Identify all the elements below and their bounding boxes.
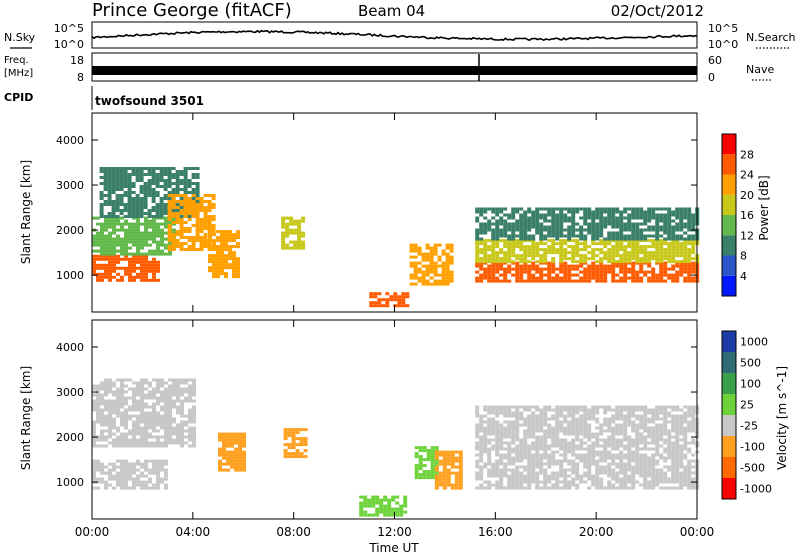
power-region — [409, 243, 454, 286]
velocity-colorbar: 1000 500 100 25 -25 -100 -500 -1000 — [721, 330, 772, 500]
velocity-colorbar-tick: 100 — [740, 378, 761, 391]
velocity-ytick-label: 4000 — [56, 341, 84, 354]
time-tick-label: 08:00 — [276, 525, 311, 539]
power-colorbar: 4 8 12 16 20 24 28 — [721, 133, 754, 297]
velocity-heatmap — [92, 378, 700, 517]
velocity-colorbar-segment — [722, 373, 736, 394]
power-colorbar-segment — [722, 134, 736, 155]
power-region — [475, 239, 700, 264]
time-tick-label: 04:00 — [176, 525, 211, 539]
velocity-colorbar-tick: 1000 — [740, 336, 768, 349]
freq-unit-label: [MHz] — [4, 68, 33, 79]
noise-tick-bottom: 10^0 — [54, 38, 84, 51]
power-region — [281, 216, 306, 250]
velocity-colorbar-segment — [722, 457, 736, 478]
nave-tick-bottom: 0 — [708, 71, 715, 84]
power-region — [369, 292, 410, 308]
velocity-region — [218, 432, 246, 472]
velocity-ytick-label: 3000 — [56, 386, 84, 399]
power-ylabel: Slant Range [km] — [19, 160, 33, 264]
time-tick-label: 16:00 — [478, 525, 513, 539]
power-colorbar-segment — [722, 154, 736, 175]
velocity-ytick-label: 2000 — [56, 431, 84, 444]
power-region — [92, 254, 160, 282]
power-ytick-label: 3000 — [56, 179, 84, 192]
station-title: Prince George (fitACF) — [92, 0, 292, 21]
power-colorbar-tick: 16 — [740, 209, 754, 222]
power-ytick-label: 4000 — [56, 134, 84, 147]
nsearch-label: N.Search — [746, 31, 796, 44]
power-colorbar-tick: 12 — [740, 229, 754, 242]
power-region — [92, 216, 176, 256]
noise-tick-top: 10^5 — [54, 22, 84, 35]
velocity-colorbar-tick: 25 — [740, 399, 754, 412]
velocity-colorbar-segment — [722, 436, 736, 457]
velocity-colorbar-tick: -500 — [740, 462, 765, 475]
date-title: 02/Oct/2012 — [611, 2, 704, 20]
freq-label: Freq. — [4, 55, 29, 66]
velocity-colorbar-tick: 500 — [740, 357, 761, 370]
velocity-colorbar-segment — [722, 415, 736, 436]
cpid-panel: CPID twofsound 3501 — [4, 86, 204, 110]
time-tick-label: 12:00 — [377, 525, 412, 539]
time-xlabel: Time UT — [368, 541, 419, 554]
time-tick-label: 00:00 — [680, 525, 715, 539]
noise-tick-top-right: 10^5 — [708, 22, 738, 35]
power-colorbar-tick: 24 — [740, 169, 754, 182]
nsky-label: N.Sky — [4, 31, 36, 44]
freq-tick-bottom: 8 — [77, 71, 84, 84]
cpid-value: twofsound 3501 — [95, 94, 204, 108]
time-tick-label: 00:00 — [75, 525, 110, 539]
velocity-colorbar-tick: -1000 — [740, 483, 772, 496]
noise-tick-bottom-right: 10^0 — [708, 38, 738, 51]
velocity-ylabel: Slant Range [km] — [19, 366, 33, 470]
power-ytick-label: 1000 — [56, 269, 84, 282]
power-colorbar-segment — [722, 215, 736, 236]
power-colorbar-tick: 8 — [740, 250, 747, 263]
noise-trace — [91, 29, 698, 42]
power-colorbar-tick: 28 — [740, 148, 754, 161]
freq-tick-top: 18 — [70, 54, 84, 67]
velocity-colorbar-tick: -100 — [740, 441, 765, 454]
power-colorbar-tick: 4 — [740, 270, 747, 283]
freq-panel: Freq. [MHz] 18 8 60 0 Nave — [4, 52, 774, 84]
nave-tick-top: 60 — [708, 54, 722, 67]
power-heatmap — [92, 167, 700, 308]
velocity-colorbar-segment — [722, 331, 736, 352]
power-colorbar-segment — [722, 275, 736, 296]
beam-title: Beam 04 — [358, 2, 425, 20]
power-region — [475, 261, 700, 283]
velocity-region — [92, 378, 196, 448]
power-colorbar-segment — [722, 174, 736, 195]
power-region — [208, 230, 240, 279]
power-colorbar-tick: 20 — [740, 189, 754, 202]
velocity-colorbar-segment — [722, 478, 736, 499]
velocity-region — [283, 428, 308, 459]
cpid-label: CPID — [4, 91, 33, 104]
power-region — [99, 167, 200, 218]
power-region — [475, 207, 700, 241]
velocity-panel: 1000 2000 3000 4000 Slant Range [km] 1000 50… — [19, 113, 789, 554]
velocity-ytick-label: 1000 — [56, 476, 84, 489]
power-colorbar-segment — [722, 255, 736, 276]
power-panel: 1000 2000 3000 4000 Slant Range [km] 4 8 12 16… — [19, 112, 771, 313]
time-tick-label: 20:00 — [579, 525, 614, 539]
velocity-region — [92, 459, 168, 490]
freq-band — [92, 66, 697, 75]
velocity-colorbar-tick: -25 — [740, 420, 758, 433]
velocity-region — [475, 405, 700, 490]
velocity-colorbar-label: Velocity [m s^-1] — [775, 366, 789, 470]
velocity-region — [359, 495, 408, 517]
velocity-region — [434, 450, 463, 490]
power-colorbar-label: Power [dB] — [757, 175, 771, 240]
power-colorbar-segment — [722, 194, 736, 215]
noise-panel: N.Sky 10^5 10^0 10^5 10^0 N.Search — [4, 21, 796, 51]
velocity-colorbar-segment — [722, 394, 736, 415]
nave-label: Nave — [746, 63, 774, 76]
power-region — [167, 194, 216, 251]
power-colorbar-segment — [722, 235, 736, 256]
power-ytick-label: 2000 — [56, 224, 84, 237]
velocity-colorbar-segment — [722, 352, 736, 373]
